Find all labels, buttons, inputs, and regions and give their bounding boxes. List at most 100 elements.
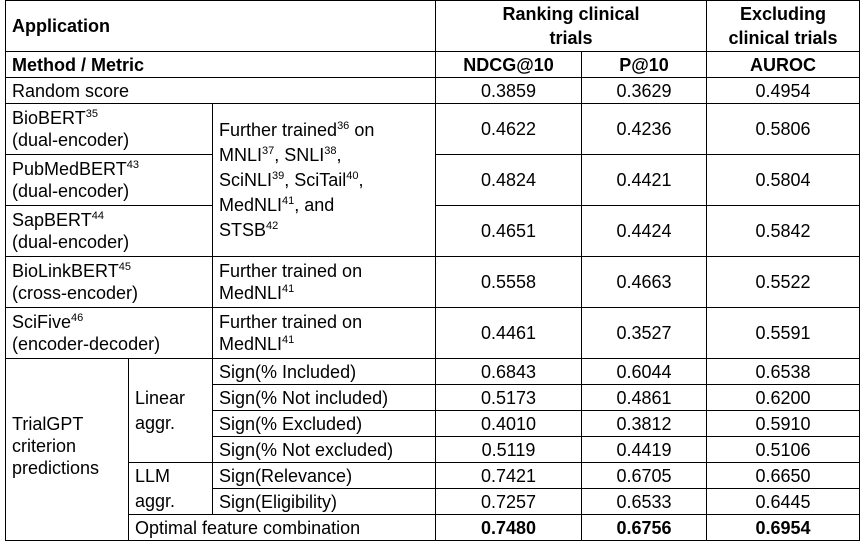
ft-s6: 39 [272,169,285,182]
scifive-desc2: MedNLI [219,334,283,354]
trialgpt-row-4-auroc: 0.6650 [706,462,860,489]
optimal-label: Optimal feature combination [128,514,436,541]
scifive-desc: Further trained on MedNLI41 [212,307,436,359]
linear-aggr-l1: Linear [135,387,186,408]
trialgpt-row-0-label: Sign(% Included) [212,358,436,385]
table-row-biolinkbert: BioLinkBERT45 (cross-encoder) Further tr… [5,256,860,308]
trialgpt-row-2-label: Sign(% Excluded) [212,410,436,437]
trialgpt-row-0-ndcg: 0.6843 [435,358,582,385]
biobert-ndcg: 0.4622 [435,103,582,155]
biobert-p10: 0.4236 [581,103,707,155]
excluding-header: Excluding clinical trials [706,0,860,52]
biolinkbert-ndcg: 0.5558 [435,256,582,308]
trialgpt-row-5-label: Sign(Eligibility) [212,488,436,515]
sapbert-ndcg: 0.4651 [435,205,582,257]
trialgpt-l2: criterion [12,435,77,456]
pubmedbert-ndcg: 0.4824 [435,154,582,206]
sapbert-ref: 44 [91,210,104,222]
trialgpt-label: TrialGPT criterion predictions [5,358,129,541]
table-row-optimal: Optimal feature combination 0.7480 0.675… [6,514,860,541]
scifive-name: SciFive [12,312,72,332]
table-row-biobert: BioBERT35 (dual-encoder) Further trained… [5,103,860,257]
sapbert-method: SapBERT44 (dual-encoder) [5,205,213,257]
ft-s4: 38 [324,144,337,157]
biobert-type: (dual-encoder) [12,130,130,150]
header-row-metric: Method / Metric NDCG@10 P@10 AUROC [5,51,860,78]
pubmedbert-name: PubMedBERT [12,159,127,179]
ft-t2: on [349,119,375,140]
trialgpt-row-0-p10: 0.6044 [581,358,707,385]
ndcg-header: NDCG@10 [435,51,582,78]
trialgpt-row-3-ndcg: 0.5119 [435,436,582,463]
biolinkbert-ref: 45 [118,261,131,273]
header-row-application: Application Ranking clinical trials Excl… [5,0,860,52]
ft-t4: , SNLI [274,144,325,165]
trialgpt-row-4-label: Sign(Relevance) [212,462,436,489]
auroc-header: AUROC [706,51,860,78]
trialgpt-row-5-p10: 0.6533 [581,488,707,515]
ft-t10: , and [294,194,335,215]
random-label: Random score [5,77,436,104]
optimal-ndcg: 0.7480 [435,514,582,541]
scifive-desc-ref: 41 [282,334,295,346]
ft-t6: SciNLI [219,169,273,190]
ft-t3: MNLI [219,144,263,165]
scifive-type: (encoder-decoder) [12,334,161,354]
biolinkbert-desc: Further trained on MedNLI41 [212,256,436,308]
results-table-container: Application Ranking clinical trials Excl… [5,0,860,541]
ranking-header: Ranking clinical trials [435,0,707,52]
scifive-ref: 46 [71,312,84,324]
random-p10: 0.3629 [581,77,707,104]
trialgpt-row-4-ndcg: 0.7421 [435,462,582,489]
p10-header: P@10 [581,51,707,78]
table-row-trialgpt-3: Sign(% Not excluded) 0.5119 0.4419 0.510… [6,436,860,463]
trialgpt-row-3-label: Sign(% Not excluded) [212,436,436,463]
trialgpt-row-0-auroc: 0.6538 [706,358,860,385]
trialgpt-row-4-p10: 0.6705 [581,462,707,489]
scifive-ndcg: 0.4461 [435,307,582,359]
further-trained-multi: Further trained36 on MNLI37, SNLI38, Sci… [212,103,436,257]
llm-aggr-l1: LLM [135,465,171,486]
trialgpt-row-3-auroc: 0.5106 [706,436,860,463]
biobert-name: BioBERT [12,108,86,128]
ft-t9: MedNLI [219,194,283,215]
pubmedbert-type: (dual-encoder) [12,181,130,201]
biolinkbert-desc-ref: 41 [282,283,295,295]
ft-t8: , [358,169,364,190]
pubmedbert-auroc: 0.5804 [706,154,860,206]
ft-s11: 42 [266,219,279,232]
table-row-trialgpt-0: TrialGPT criterion predictions Linear ag… [5,358,860,541]
biolinkbert-desc1: Further trained on [219,261,363,281]
ft-t11: STSB [219,219,267,240]
pubmedbert-method: PubMedBERT43 (dual-encoder) [5,154,213,206]
optimal-p10: 0.6756 [581,514,707,541]
biobert-auroc: 0.5806 [706,103,860,155]
llm-aggr-l2: aggr. [135,490,176,511]
trialgpt-row-3-p10: 0.4419 [581,436,707,463]
results-table: Application Ranking clinical trials Excl… [5,0,860,541]
biolinkbert-type: (cross-encoder) [12,283,139,303]
llm-aggr-label: LLM aggr. [128,462,213,515]
table-row-sapbert: SapBERT44 (dual-encoder) 0.4651 0.4424 0… [5,205,860,257]
pubmedbert-p10: 0.4421 [581,154,707,206]
random-ndcg: 0.3859 [435,77,582,104]
trialgpt-row-1-label: Sign(% Not included) [212,384,436,411]
biolinkbert-auroc: 0.5522 [706,256,860,308]
excluding-header-text: Excluding clinical trials [728,4,838,48]
ft-t1: Further trained [219,119,338,140]
pubmedbert-ref: 43 [126,159,139,171]
table-row-trialgpt-1: Sign(% Not included) 0.5173 0.4861 0.620… [6,384,860,411]
table-row-random: Random score 0.3859 0.3629 0.4954 [5,77,860,104]
trialgpt-row-1-ndcg: 0.5173 [435,384,582,411]
ft-t7: , SciTail [284,169,347,190]
biolinkbert-name: BioLinkBERT [12,261,119,281]
biobert-ref: 35 [85,108,98,120]
sapbert-p10: 0.4424 [581,205,707,257]
ft-t5: , [336,144,342,165]
method-metric-header: Method / Metric [5,51,436,78]
trialgpt-row-5-auroc: 0.6445 [706,488,860,515]
random-auroc: 0.4954 [706,77,860,104]
sapbert-name: SapBERT [12,210,92,230]
trialgpt-l3: predictions [12,457,100,478]
ranking-header-text: Ranking clinical trials [502,4,640,48]
